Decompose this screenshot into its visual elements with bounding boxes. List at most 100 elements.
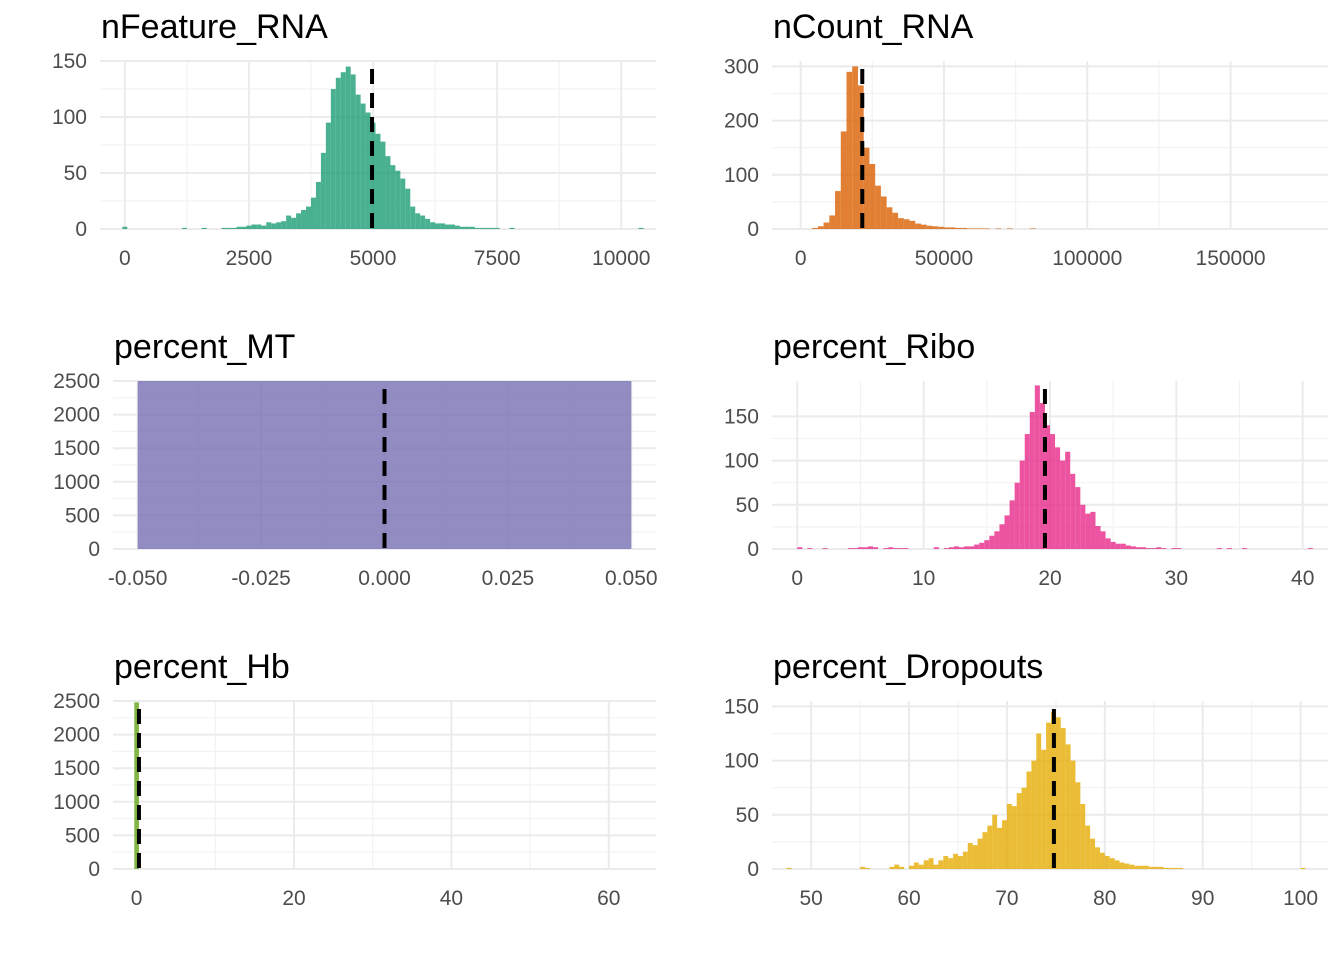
- histogram-bar: [857, 85, 864, 229]
- histogram-bar: [479, 227, 485, 229]
- histogram-bar: [435, 223, 441, 229]
- histogram-bar: [967, 842, 973, 869]
- histogram-bar: [261, 225, 267, 229]
- histogram-bar: [494, 227, 500, 229]
- y-tick-label: 0: [88, 858, 100, 881]
- panel-percent-ribo: 0 10 20 30 40 0 50 100 150 percent_Ribo: [724, 328, 1328, 590]
- histogram-bar: [817, 226, 824, 229]
- histogram-bar: [1153, 866, 1159, 869]
- histogram-bar: [955, 227, 962, 229]
- histogram-bar: [430, 222, 436, 229]
- histogram-bar: [241, 226, 247, 229]
- histogram-bar: [1060, 728, 1066, 869]
- y-tick-label: 50: [64, 162, 87, 185]
- histogram-bar: [1080, 504, 1086, 549]
- histogram-bar: [1171, 548, 1177, 549]
- histogram-bar: [888, 547, 894, 549]
- histogram-bar: [1055, 717, 1061, 869]
- x-tick-label: 7500: [474, 247, 521, 270]
- histogram-bar: [325, 122, 331, 229]
- panel-title: nFeature_RNA: [101, 8, 328, 46]
- y-tick-label: 2000: [53, 724, 100, 747]
- histogram-bar: [1156, 547, 1162, 549]
- panel-ncount-rna: 0 50000 100000 150000 0 100 200 300 nCount_RNA: [724, 8, 1328, 270]
- histogram-bar: [880, 196, 887, 229]
- histogram-bar: [862, 547, 869, 549]
- panel-nfeature-rna: 0 2500 5000 7500 10000 0 50 100 150 nFeature_RNA: [52, 8, 656, 270]
- histogram-bar: [938, 226, 944, 229]
- histogram-bar: [943, 227, 950, 229]
- histogram-bar: [846, 71, 853, 229]
- histogram-bar: [425, 218, 431, 229]
- histogram-bar: [350, 74, 356, 229]
- y-tick-label: 500: [65, 504, 100, 527]
- panel-title: nCount_RNA: [773, 8, 974, 46]
- histogram-bar: [953, 853, 958, 869]
- panel-title: percent_MT: [114, 328, 295, 366]
- histogram-bar: [1029, 228, 1036, 229]
- histogram-bar: [822, 548, 828, 549]
- histogram-bar: [1050, 434, 1056, 549]
- histogram-bar: [857, 547, 863, 549]
- y-tick-label: 100: [724, 750, 759, 773]
- histogram-bar: [969, 546, 975, 549]
- histogram-bar: [807, 548, 813, 549]
- histogram-bar: [1161, 548, 1167, 549]
- y-tick-label: 500: [65, 824, 100, 847]
- x-tick-label: 5000: [350, 247, 397, 270]
- histogram-bar: [484, 227, 490, 229]
- histogram-bar: [291, 217, 297, 229]
- histogram-bar: [1148, 866, 1154, 869]
- histogram-bar: [847, 548, 853, 549]
- histogram-bar: [400, 178, 406, 229]
- histogram-bar: [972, 228, 979, 229]
- histogram-bar: [948, 547, 954, 549]
- histogram-bar: [1105, 538, 1111, 549]
- histogram-bar: [1009, 500, 1015, 549]
- y-tick-label: 150: [724, 695, 759, 718]
- histogram-bar: [1026, 771, 1032, 869]
- histogram-bar: [860, 866, 865, 869]
- x-tick-label: -0.050: [108, 567, 168, 590]
- y-tick-label: 0: [75, 218, 87, 241]
- histogram-bar: [972, 845, 978, 869]
- histogram-bar: [420, 215, 426, 229]
- histogram-bar: [256, 224, 262, 229]
- y-tick-label: 0: [747, 538, 759, 561]
- x-tick-label: 0: [119, 247, 131, 270]
- histogram-bar: [1041, 749, 1047, 869]
- histogram-bar: [909, 865, 914, 869]
- histogram-bar: [786, 867, 792, 869]
- x-tick-label: 20: [1038, 567, 1061, 590]
- histogram-bar: [1075, 487, 1081, 549]
- histogram-bar: [1130, 546, 1136, 549]
- x-tick-label: 2500: [226, 247, 273, 270]
- y-tick-label: 300: [724, 55, 759, 78]
- histogram-bar: [1095, 526, 1101, 549]
- histogram-bar: [445, 224, 450, 229]
- y-tick-label: 0: [747, 858, 759, 881]
- x-tick-label: 30: [1165, 567, 1188, 590]
- histogram-bar: [893, 548, 899, 549]
- histogram-bar: [852, 66, 858, 229]
- histogram-bar: [1090, 511, 1096, 549]
- histogram-bar: [1226, 548, 1232, 549]
- histogram-bar: [961, 227, 967, 229]
- histogram-bar: [271, 223, 277, 229]
- histogram-bar: [310, 197, 316, 229]
- histogram-bar: [913, 862, 919, 869]
- histogram-bar: [797, 547, 803, 549]
- histogram-bar: [1134, 865, 1140, 869]
- histogram-bar: [957, 855, 963, 869]
- x-tick-label: 0: [131, 887, 143, 910]
- histogram-bar: [899, 866, 905, 869]
- histogram-bar: [1119, 862, 1125, 869]
- histogram-bar: [1085, 825, 1091, 869]
- y-tick-label: 1500: [53, 757, 100, 780]
- histogram-bar: [903, 548, 909, 549]
- histogram-bar: [345, 66, 351, 229]
- histogram-bar: [1110, 541, 1116, 549]
- histogram-bar: [1099, 852, 1105, 869]
- histogram-bar: [938, 860, 944, 869]
